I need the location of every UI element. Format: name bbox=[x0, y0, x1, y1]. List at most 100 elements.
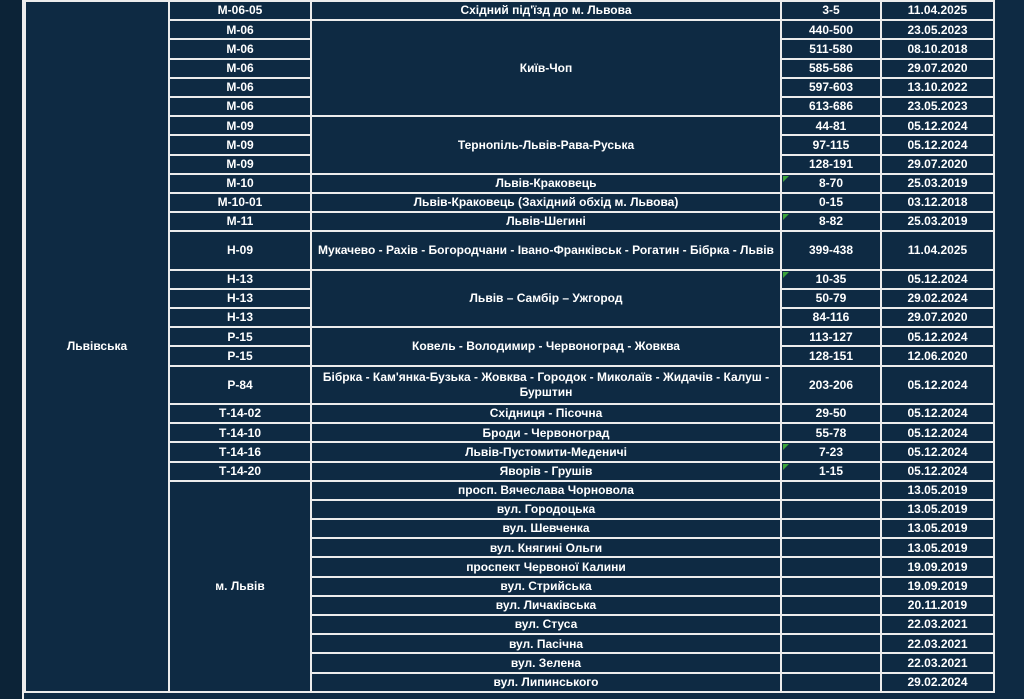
km-range-cell[interactable]: 50-79 bbox=[780, 287, 882, 310]
road-name-cell[interactable]: вул. Шевченка bbox=[310, 518, 782, 540]
road-name-cell[interactable]: вул. Личаківська bbox=[310, 594, 782, 617]
date-cell[interactable]: 20.11.2019 bbox=[880, 594, 995, 617]
date-cell[interactable]: 29.07.2020 bbox=[880, 307, 995, 329]
road-code-cell[interactable]: М-10 bbox=[168, 172, 312, 194]
km-range-cell[interactable]: 128-151 bbox=[780, 345, 882, 367]
km-range-cell[interactable]: 440-500 bbox=[780, 19, 882, 41]
road-code-cell[interactable]: М-09 bbox=[168, 134, 312, 156]
date-cell[interactable]: 05.12.2024 bbox=[880, 134, 995, 156]
date-cell[interactable]: 05.12.2024 bbox=[880, 422, 995, 444]
road-code-cell[interactable]: Р-15 bbox=[168, 326, 312, 348]
km-range-cell[interactable] bbox=[780, 479, 882, 501]
road-code-cell[interactable]: М-09 bbox=[168, 153, 312, 175]
date-cell[interactable]: 25.03.2019 bbox=[880, 172, 995, 194]
km-range-cell[interactable]: 97-115 bbox=[780, 134, 882, 156]
date-cell[interactable]: 22.03.2021 bbox=[880, 633, 995, 655]
km-range-cell[interactable] bbox=[780, 614, 882, 636]
road-code-cell[interactable]: М-06 bbox=[168, 57, 312, 79]
road-name-cell[interactable]: Львів-Краковець bbox=[310, 172, 782, 194]
date-cell[interactable]: 05.12.2024 bbox=[880, 268, 995, 290]
road-name-cell[interactable]: вул. Стрийська bbox=[310, 575, 782, 597]
road-name-cell[interactable]: Київ-Чоп bbox=[310, 19, 782, 118]
road-name-cell[interactable]: вул. Городоцька bbox=[310, 498, 782, 521]
road-code-cell[interactable]: Н-13 bbox=[168, 307, 312, 329]
km-range-cell[interactable] bbox=[780, 594, 882, 617]
date-cell[interactable]: 13.10.2022 bbox=[880, 76, 995, 98]
km-range-cell[interactable]: 597-603 bbox=[780, 76, 882, 98]
road-code-cell[interactable]: М-06 bbox=[168, 95, 312, 118]
road-code-cell[interactable]: Т-14-20 bbox=[168, 460, 312, 482]
km-range-cell[interactable] bbox=[780, 575, 882, 597]
road-name-cell[interactable]: Броди - Червоноград bbox=[310, 422, 782, 444]
km-range-cell[interactable]: 511-580 bbox=[780, 38, 882, 60]
km-range-cell[interactable]: 55-78 bbox=[780, 422, 882, 444]
date-cell[interactable]: 08.10.2018 bbox=[880, 38, 995, 60]
road-code-cell[interactable]: Р-15 bbox=[168, 345, 312, 367]
road-name-cell[interactable]: Львів-Краковець (Західний обхід м. Львов… bbox=[310, 191, 782, 214]
road-name-cell[interactable]: вул. Стуса bbox=[310, 614, 782, 636]
road-code-cell[interactable]: М-10-01 bbox=[168, 191, 312, 214]
road-name-cell[interactable]: проспект Червоної Калини bbox=[310, 556, 782, 578]
km-range-cell[interactable]: 8-82 bbox=[780, 211, 882, 233]
km-range-cell[interactable]: 1-15 bbox=[780, 460, 882, 482]
road-name-cell[interactable]: вул. Зелена bbox=[310, 652, 782, 674]
km-range-cell[interactable] bbox=[780, 633, 882, 655]
date-cell[interactable]: 29.02.2024 bbox=[880, 287, 995, 310]
road-name-cell[interactable]: Львів – Самбір – Ужгород bbox=[310, 268, 782, 329]
date-cell[interactable]: 12.06.2020 bbox=[880, 345, 995, 367]
km-range-cell[interactable] bbox=[780, 671, 882, 693]
date-cell[interactable]: 13.05.2019 bbox=[880, 537, 995, 559]
road-code-cell[interactable]: Т-14-16 bbox=[168, 441, 312, 463]
km-range-cell[interactable] bbox=[780, 498, 882, 521]
date-cell[interactable]: 05.12.2024 bbox=[880, 402, 995, 425]
road-code-cell[interactable]: М-06 bbox=[168, 38, 312, 60]
km-range-cell[interactable]: 29-50 bbox=[780, 402, 882, 425]
road-code-cell[interactable]: Н-09 bbox=[168, 230, 312, 271]
km-range-cell[interactable]: 8-70 bbox=[780, 172, 882, 194]
km-range-cell[interactable]: 3-5 bbox=[780, 0, 882, 22]
km-range-cell[interactable]: 113-127 bbox=[780, 326, 882, 348]
date-cell[interactable]: 11.04.2025 bbox=[880, 0, 995, 22]
date-cell[interactable]: 22.03.2021 bbox=[880, 614, 995, 636]
road-code-cell[interactable]: Т-14-02 bbox=[168, 402, 312, 425]
date-cell[interactable]: 13.05.2019 bbox=[880, 479, 995, 501]
km-range-cell[interactable] bbox=[780, 518, 882, 540]
km-range-cell[interactable]: 399-438 bbox=[780, 230, 882, 271]
km-range-cell[interactable]: 7-23 bbox=[780, 441, 882, 463]
km-range-cell[interactable]: 84-116 bbox=[780, 307, 882, 329]
road-code-cell[interactable]: Т-14-10 bbox=[168, 422, 312, 444]
road-name-cell[interactable]: Львів-Шегині bbox=[310, 211, 782, 233]
date-cell[interactable]: 23.05.2023 bbox=[880, 95, 995, 118]
km-range-cell[interactable]: 203-206 bbox=[780, 364, 882, 405]
road-name-cell[interactable]: Львів-Пустомити-Меденичі bbox=[310, 441, 782, 463]
date-cell[interactable]: 22.03.2021 bbox=[880, 652, 995, 674]
date-cell[interactable]: 29.02.2024 bbox=[880, 671, 995, 693]
road-name-cell[interactable]: вул. Липинського bbox=[310, 671, 782, 693]
km-range-cell[interactable]: 0-15 bbox=[780, 191, 882, 214]
km-range-cell[interactable]: 10-35 bbox=[780, 268, 882, 290]
date-cell[interactable]: 29.07.2020 bbox=[880, 57, 995, 79]
date-cell[interactable]: 11.04.2025 bbox=[880, 230, 995, 271]
date-cell[interactable]: 13.05.2019 bbox=[880, 498, 995, 521]
date-cell[interactable]: 05.12.2024 bbox=[880, 364, 995, 405]
road-name-cell[interactable]: Мукачево - Рахів - Богородчани - Івано-Ф… bbox=[310, 230, 782, 271]
km-range-cell[interactable] bbox=[780, 652, 882, 674]
km-range-cell[interactable]: 128-191 bbox=[780, 153, 882, 175]
road-name-cell[interactable]: Ковель - Володимир - Червоноград - Жовкв… bbox=[310, 326, 782, 367]
road-code-cell[interactable]: М-09 bbox=[168, 115, 312, 137]
date-cell[interactable]: 13.05.2019 bbox=[880, 518, 995, 540]
date-cell[interactable]: 05.12.2024 bbox=[880, 326, 995, 348]
date-cell[interactable]: 05.12.2024 bbox=[880, 115, 995, 137]
date-cell[interactable]: 03.12.2018 bbox=[880, 191, 995, 214]
km-range-cell[interactable] bbox=[780, 556, 882, 578]
date-cell[interactable]: 19.09.2019 bbox=[880, 575, 995, 597]
km-range-cell[interactable]: 613-686 bbox=[780, 95, 882, 118]
region-cell[interactable]: Львівська bbox=[24, 0, 170, 693]
road-code-cell[interactable]: М-06-05 bbox=[168, 0, 312, 22]
road-code-cell[interactable]: М-06 bbox=[168, 76, 312, 98]
date-cell[interactable]: 23.05.2023 bbox=[880, 19, 995, 41]
road-code-cell[interactable]: м. Львів bbox=[168, 479, 312, 693]
road-name-cell[interactable]: Тернопіль-Львів-Рава-Руська bbox=[310, 115, 782, 175]
km-range-cell[interactable]: 44-81 bbox=[780, 115, 882, 137]
date-cell[interactable]: 25.03.2019 bbox=[880, 211, 995, 233]
